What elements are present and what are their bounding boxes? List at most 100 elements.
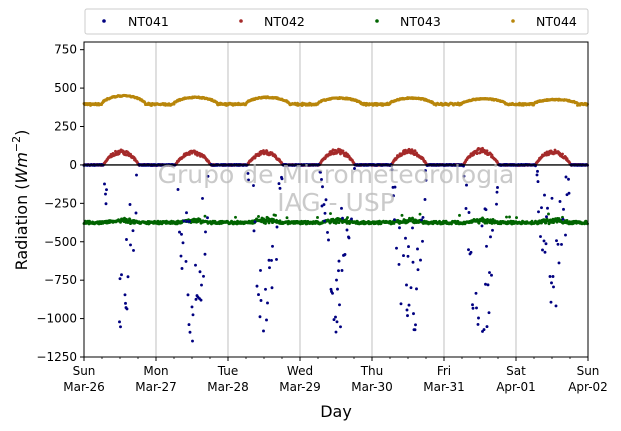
data-point (188, 220, 191, 223)
data-point (476, 322, 480, 326)
watermark-line-2: IAG - USP (277, 188, 395, 217)
data-point (252, 184, 255, 187)
data-point (324, 198, 328, 202)
data-point (556, 242, 560, 246)
data-point (402, 254, 405, 258)
data-point (421, 215, 425, 219)
data-point (547, 212, 550, 216)
y-axis-title: Radiation (Wm−2) (10, 130, 31, 271)
data-point (462, 174, 466, 178)
data-point (259, 268, 262, 272)
data-point (259, 298, 263, 302)
data-point (485, 244, 488, 248)
data-point (480, 224, 484, 228)
x-tick-label-date: Mar-26 (63, 380, 104, 394)
data-point (118, 320, 121, 324)
data-point (206, 174, 210, 178)
legend-marker-nt044 (511, 19, 515, 23)
y-tick-label: 250 (54, 120, 77, 134)
data-point (392, 194, 395, 198)
data-point (543, 193, 546, 197)
legend-frame (84, 8, 589, 35)
data-point (550, 196, 554, 200)
legend-label-nt043: NT043 (400, 14, 441, 29)
data-point (406, 314, 409, 318)
data-point (420, 218, 423, 222)
data-point (255, 284, 259, 288)
data-point (184, 259, 188, 263)
data-point (400, 213, 404, 217)
legend-item-nt044: NT044 (511, 14, 577, 29)
x-tick-label-date: Mar-27 (135, 380, 176, 394)
data-point (338, 303, 341, 307)
data-point (552, 285, 555, 289)
data-point (560, 242, 563, 246)
y-tick-label: −750 (44, 273, 77, 287)
data-point (467, 211, 471, 214)
data-point (485, 149, 489, 153)
data-point (395, 246, 398, 250)
y-axis-title-unit: Wm (12, 152, 31, 183)
data-point (201, 196, 204, 200)
x-tick-label-day: Sun (73, 364, 96, 378)
data-point (535, 173, 539, 177)
data-point (180, 232, 183, 236)
legend-label-nt044: NT044 (536, 14, 577, 29)
data-point (412, 312, 415, 316)
data-point (495, 190, 499, 194)
data-point (413, 149, 417, 153)
data-point (332, 318, 336, 322)
data-point (335, 320, 339, 324)
data-point (203, 252, 207, 256)
x-tick-label-day: Sat (506, 364, 526, 378)
x-tick-label-day: Sun (577, 364, 600, 378)
data-point (393, 185, 397, 189)
data-point (424, 178, 428, 182)
data-point (398, 226, 401, 230)
data-point (550, 281, 553, 285)
data-point (484, 282, 487, 286)
data-point (191, 313, 195, 317)
data-point (126, 275, 130, 279)
legend: NT041 NT042 NT043 NT044 (84, 8, 589, 35)
data-point (413, 328, 417, 332)
data-point (549, 300, 553, 304)
data-point (278, 219, 282, 223)
data-point (411, 226, 414, 230)
data-point (414, 323, 417, 327)
data-point (194, 263, 197, 267)
data-point (471, 303, 474, 307)
data-point (334, 315, 337, 319)
data-point (505, 215, 508, 219)
data-point (347, 236, 351, 240)
plot-area: Grupo de Micrometeorologia IAG - USP (82, 41, 589, 358)
data-point (204, 230, 207, 234)
data-point (508, 215, 511, 219)
data-point (176, 187, 180, 191)
data-point (323, 211, 327, 215)
data-point (178, 230, 181, 234)
data-point (490, 273, 493, 277)
data-point (557, 217, 561, 220)
data-point (555, 239, 558, 243)
data-point (482, 328, 486, 332)
legend-marker-nt042 (239, 19, 243, 23)
data-point (266, 301, 269, 305)
data-point (393, 218, 396, 222)
data-point (536, 169, 539, 173)
data-point (474, 291, 478, 295)
data-point (411, 260, 415, 264)
y-tick-label: −500 (44, 235, 77, 249)
data-point (191, 339, 194, 343)
data-point (120, 273, 123, 277)
data-point (561, 217, 565, 221)
data-point (105, 188, 108, 192)
data-point (540, 206, 543, 210)
data-point (341, 149, 345, 153)
series-nt043 (82, 212, 589, 226)
data-point (257, 215, 260, 218)
data-point (487, 311, 491, 315)
data-point (565, 193, 569, 197)
data-point (257, 293, 260, 297)
data-point (331, 291, 334, 295)
